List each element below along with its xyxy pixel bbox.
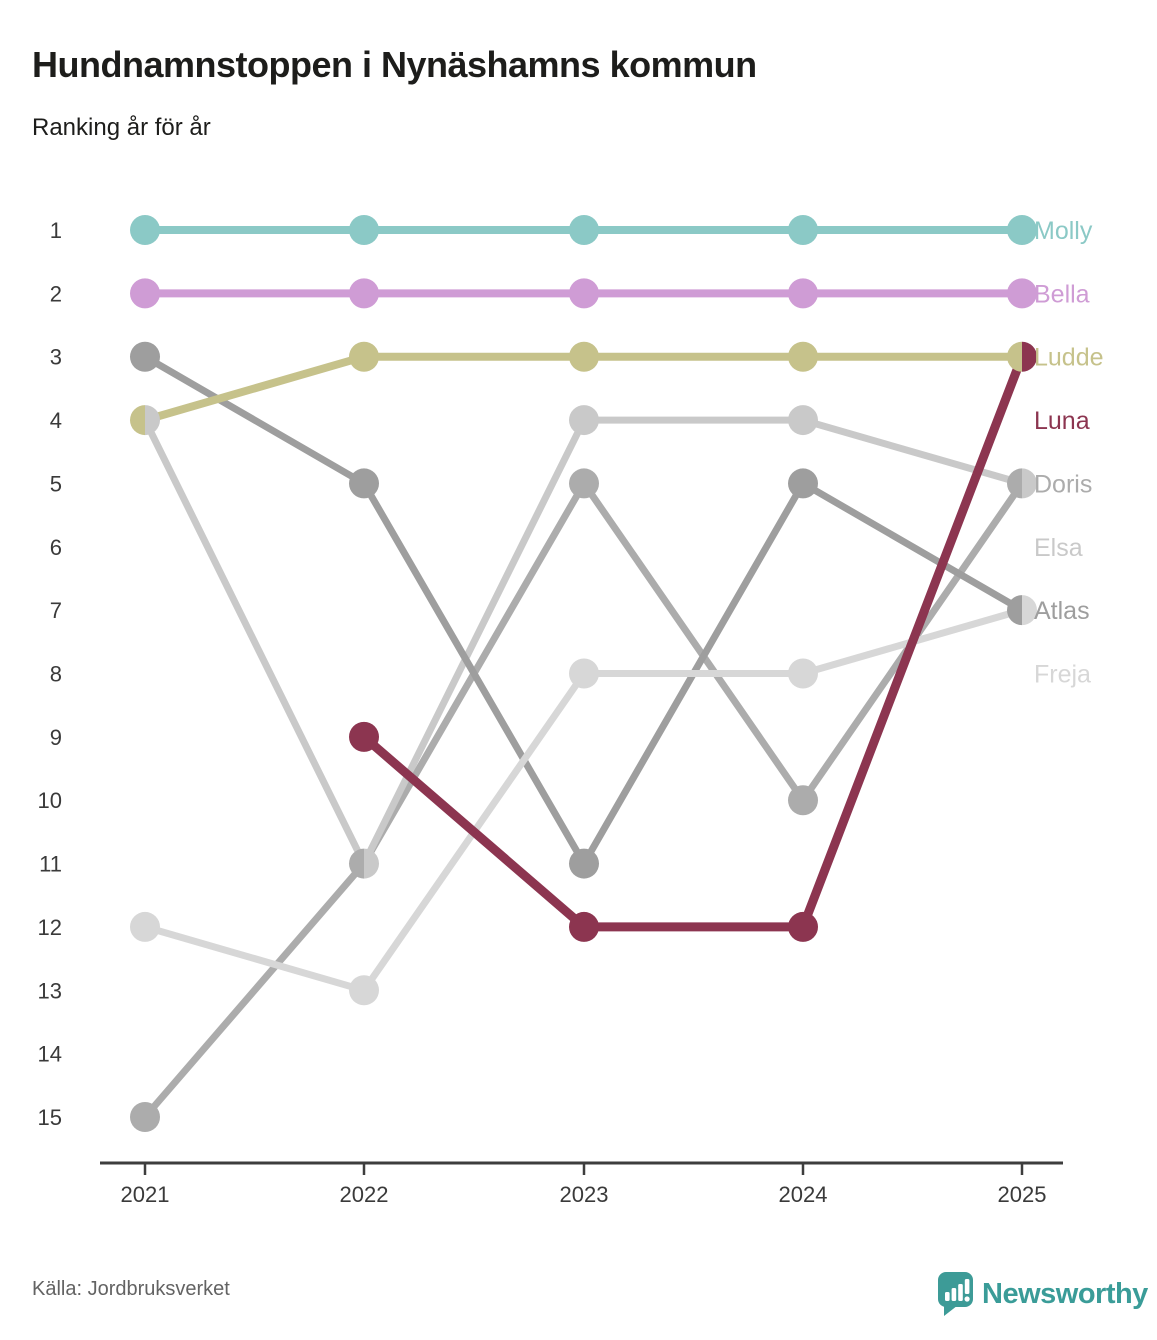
series-label-luna: Luna [1034,407,1090,435]
data-point-molly-2022 [349,215,379,245]
data-point-bella-2023 [569,278,599,309]
data-point-elsa-2024 [788,405,818,436]
year-tick-label: 2022 [340,1182,389,1207]
data-point-luna-2023 [569,911,599,942]
data-point-elsa-2022 [364,848,380,879]
data-point-doris-2024 [788,785,818,816]
rank-tick-label: 12 [38,915,62,940]
data-point-bella-2021 [130,278,160,309]
page-subtitle: Ranking år för år [32,114,211,141]
data-point-ludde-2025 [1007,341,1022,372]
data-point-freja-2021 [130,911,160,942]
data-point-bella-2022 [349,278,379,309]
data-point-doris-2022 [349,848,364,879]
rank-tick-label: 7 [50,598,62,623]
data-point-elsa-2021 [145,405,160,436]
data-point-bella-2024 [788,278,818,309]
newsworthy-badge-icon [938,1272,973,1316]
data-point-ludde-2021 [130,405,145,436]
page-title: Hundnamnstoppen i Nynäshamns kommun [32,44,757,85]
rank-tick-label: 11 [39,852,62,877]
rank-tick-label: 4 [50,408,62,433]
series-label-bella: Bella [1034,280,1090,308]
rank-tick-label: 15 [38,1105,62,1130]
rank-tick-label: 6 [50,535,62,560]
series-label-elsa: Elsa [1034,534,1083,562]
newsworthy-logo: Newsworthy [938,1272,1149,1316]
year-tick-label: 2021 [121,1182,170,1207]
data-point-ludde-2023 [569,341,599,372]
data-point-doris-2025 [1007,468,1022,499]
rank-tick-label: 8 [50,661,62,686]
series-label-ludde: Ludde [1034,344,1104,372]
data-point-bella-2025 [1007,278,1037,309]
data-point-freja-2022 [349,975,379,1006]
data-point-ludde-2024 [788,341,818,372]
series-label-freja: Freja [1034,660,1091,688]
rank-tick-label: 5 [50,471,62,496]
data-point-atlas-2022 [349,468,379,499]
rank-tick-label: 13 [38,978,62,1003]
source-note: Källa: Jordbruksverket [32,1278,230,1300]
data-point-atlas-2025 [1007,595,1022,626]
data-point-luna-2022 [349,721,379,752]
rank-tick-label: 14 [38,1042,62,1067]
data-point-molly-2025 [1007,215,1037,245]
rank-tick-label: 10 [38,788,62,813]
rank-tick-label: 9 [50,725,62,750]
data-point-luna-2024 [788,911,818,942]
data-point-freja-2025 [1022,595,1038,626]
data-point-doris-2023 [569,468,599,499]
series-line-luna [361,355,1027,932]
data-point-doris-2021 [130,1101,160,1132]
year-tick-label: 2025 [998,1182,1047,1207]
series-label-doris: Doris [1034,470,1092,498]
data-point-molly-2023 [569,215,599,245]
data-point-atlas-2021 [130,341,160,372]
newsworthy-logo-text: Newsworthy [982,1278,1148,1310]
series-line-doris [142,476,1025,1120]
year-tick-label: 2024 [779,1182,828,1207]
rank-tick-label: 3 [50,345,62,370]
series-label-molly: Molly [1034,217,1093,245]
data-point-elsa-2023 [569,405,599,436]
data-point-molly-2024 [788,215,818,245]
data-point-atlas-2024 [788,468,818,499]
data-point-freja-2023 [569,658,599,689]
data-point-molly-2021 [130,215,160,245]
rank-tick-label: 1 [50,218,62,243]
data-point-ludde-2022 [349,341,379,372]
data-point-elsa-2025 [1022,468,1038,499]
rank-tick-label: 2 [50,281,62,306]
data-point-luna-2025 [1022,341,1038,372]
series-label-atlas: Atlas [1034,597,1090,625]
data-point-atlas-2023 [569,848,599,879]
year-tick-label: 2023 [560,1182,609,1207]
data-point-freja-2024 [788,658,818,689]
